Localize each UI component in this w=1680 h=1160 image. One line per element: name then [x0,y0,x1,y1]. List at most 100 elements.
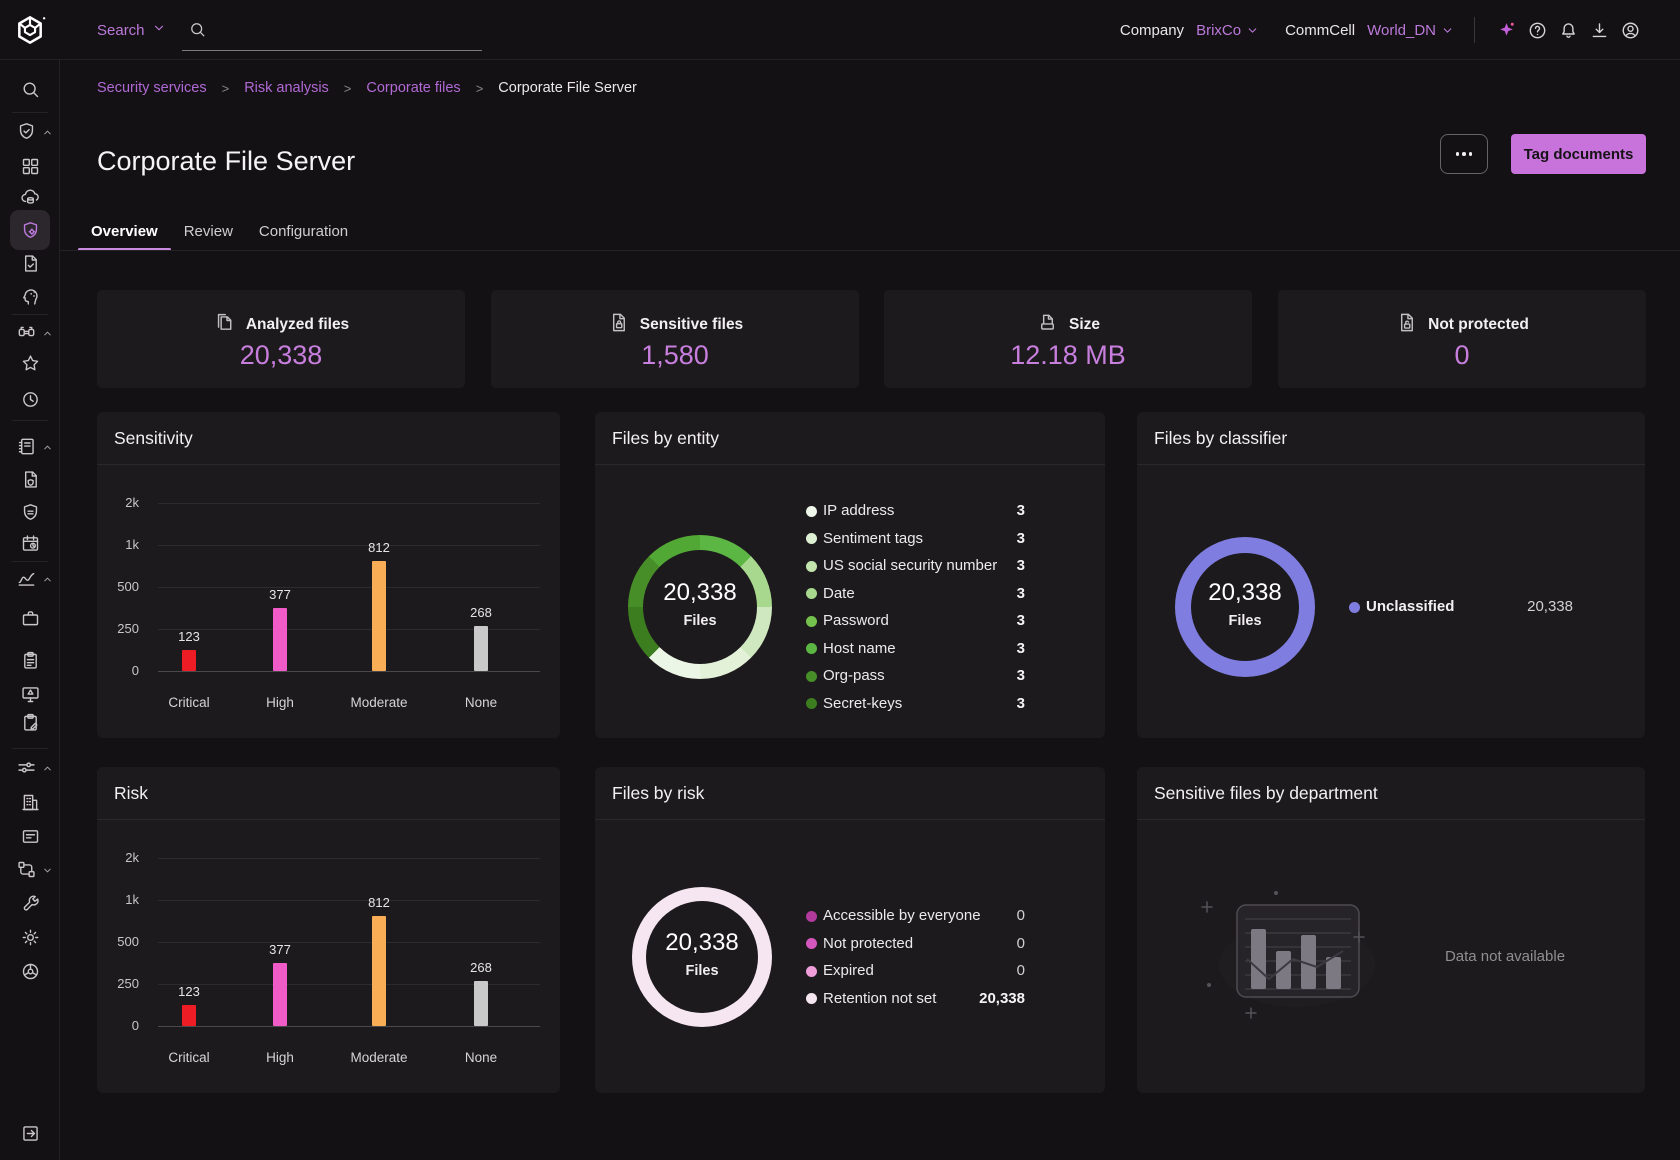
sidebar-item-secure-doc[interactable] [10,459,50,499]
bar-value-label: 123 [178,629,200,645]
sidebar-item-alerts[interactable] [10,674,50,714]
panel-risk: Risk 0 250 500 1k 2k 123 Critical 377 High 812 Mod… [97,767,560,1093]
panel-title: Sensitive files by department [1154,782,1378,803]
sidebar-item-reports[interactable] [6,426,46,466]
tab-configuration[interactable]: Configuration [258,222,349,240]
panel-files-by-classifier: Files by classifier 20,338 Files Unclassif… [1137,412,1645,738]
legend-value: 3 [1016,529,1025,547]
x-axis-category-label: Moderate [350,1050,408,1065]
legend-dot [806,965,817,977]
gridline [158,545,540,546]
search-icon [188,20,207,44]
breadcrumb-link[interactable]: Security services [97,80,207,96]
sidebar-item-collapse-sidebar[interactable] [10,1113,50,1153]
sidebar-item-integrations[interactable] [10,951,50,991]
ai-sparkle-icon[interactable] [1491,0,1522,60]
metric-card-analyzed-files[interactable]: Analyzed files 20,338 [97,290,465,388]
legend-dot [806,588,817,599]
search-input[interactable] [182,50,482,51]
sidebar-item-plans[interactable] [10,816,50,856]
gridline [158,587,540,588]
chevron-up-icon[interactable] [42,572,53,590]
search-scope-dropdown[interactable]: Search [97,0,166,60]
file-lock-icon [607,311,630,339]
bar-value-label: 812 [368,894,390,910]
sidebar-group-divider [12,420,48,421]
legend-value: 20,338 [1527,598,1573,615]
commvault-logo-icon[interactable] [0,0,60,60]
top-bar-right: Company BrixCo CommCell World_DN [1120,0,1646,60]
sidebar-item-jobs[interactable] [10,598,50,638]
breadcrumb-link[interactable]: Risk analysis [244,80,329,96]
sidebar-item-configuration[interactable] [6,747,46,787]
metric-value: 12.18 MB [1010,340,1126,370]
sidebar-item-compliance-doc[interactable] [10,243,50,283]
sidebar-item-organization[interactable] [10,782,50,822]
x-axis-category-label: None [464,695,498,710]
breadcrumb-link[interactable]: Corporate files [366,80,461,96]
legend-value: 20,338 [979,989,1025,1007]
commcell-selector[interactable]: World_DN [1367,22,1454,39]
metric-card-size[interactable]: Size 12.18 MB [884,290,1252,388]
metric-card-not-protected[interactable]: Not protected 0 [1278,290,1646,388]
bar-moderate [372,915,386,1026]
chevron-up-icon[interactable] [42,125,53,143]
chevron-up-icon[interactable] [42,440,53,458]
bar-value-label: 812 [368,539,390,555]
tab-overview[interactable]: Overview [78,212,171,251]
sidebar-item-tools[interactable] [10,883,50,923]
notifications-icon[interactable] [1553,0,1584,60]
more-options-button[interactable] [1440,134,1488,174]
metric-card-sensitive-files[interactable]: Sensitive files 1,580 [491,290,859,388]
chevron-up-icon[interactable] [42,326,53,344]
sidebar-item-monitoring[interactable] [6,558,46,598]
tag-documents-button[interactable]: Tag documents [1511,134,1646,174]
legend-value: 3 [1016,667,1025,684]
sidebar-item-history[interactable] [10,379,50,419]
gridline [158,1026,540,1027]
breadcrumb-separator: > [221,80,230,96]
legend-value: 3 [1016,639,1025,657]
download-center-icon[interactable] [1584,0,1615,60]
sidebar-item-settings[interactable] [10,917,50,957]
no-data-illustration [1197,889,1397,1019]
file-unlock-icon [1395,311,1418,339]
sidebar-item-apps-grid[interactable] [10,146,50,186]
bar-value-label: 123 [178,984,200,1000]
legend-label: Org-pass [823,667,885,684]
sidebar-item-favorites[interactable] [10,343,50,383]
sidebar-item-risk-analysis[interactable] [10,210,50,250]
sidebar-item-policies[interactable] [10,492,50,532]
gridline [158,629,540,630]
help-icon[interactable] [1522,0,1553,60]
panel-title: Files by entity [612,427,719,448]
sidebar-item-cloud-data[interactable] [10,177,50,217]
chevron-down-icon[interactable] [42,863,53,881]
donut-center-label: Files [683,613,717,629]
page-title: Corporate File Server [97,146,356,176]
x-axis-category-label: Moderate [350,695,408,710]
sidebar-item-workflows[interactable] [6,849,46,889]
company-selector[interactable]: BrixCo [1196,22,1259,39]
panel-title: Files by risk [612,782,705,803]
sidebar-item-search[interactable] [10,69,50,109]
tab-review[interactable]: Review [183,222,233,240]
legend-label: Expired [823,962,874,979]
gridline [158,858,540,859]
sidebar-group-divider [12,561,48,562]
y-axis-tick-label: 1k [125,537,139,552]
bar-value-label: 268 [470,604,492,620]
sidebar-item-discover[interactable] [6,312,46,352]
donut-chart [1175,537,1315,677]
chevron-up-icon[interactable] [42,761,53,779]
sidebar-item-entity-ai[interactable] [10,276,50,316]
search-scope-label: Search [97,21,145,39]
sidebar-item-audit[interactable] [10,702,50,742]
y-axis-tick-label: 0 [131,1018,139,1033]
sidebar-item-security-shield[interactable] [6,111,46,151]
metric-value: 0 [1454,340,1470,370]
account-icon[interactable] [1615,0,1646,60]
legend-value: 3 [1016,584,1025,602]
sidebar-item-logs[interactable] [10,640,50,680]
sidebar-item-schedules[interactable] [10,523,50,563]
